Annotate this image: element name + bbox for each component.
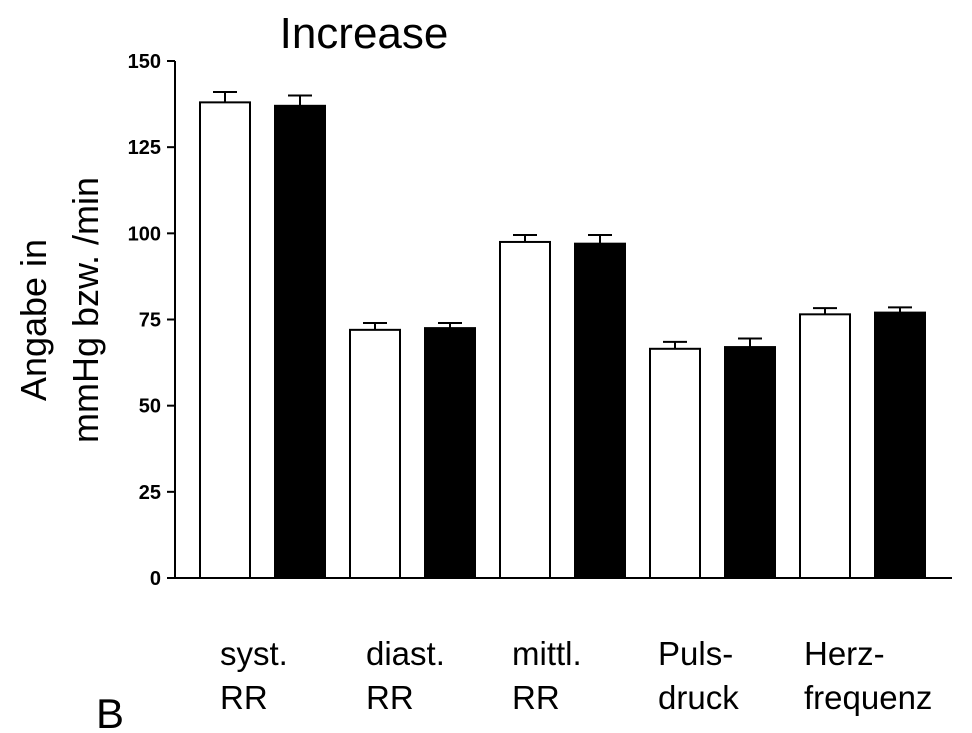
error-bars-group [213, 91, 912, 349]
bar-2-0 [499, 240, 551, 579]
category-label-1-line-1: RR [366, 679, 414, 716]
category-label-3-line-1: druck [658, 679, 739, 716]
panel-label: B [96, 690, 124, 733]
category-labels-group: syst. RR diast. RR mittl. RR Puls-druck Herz-fr… [220, 635, 932, 716]
bar-2-1 [574, 242, 626, 579]
axes-group: 0 25 50 75 100 125 150 [128, 51, 952, 590]
category-label-2-line-0: mittl. [512, 635, 582, 672]
chart-title: Increase [280, 9, 449, 58]
category-label-2-line-1: RR [512, 679, 560, 716]
bar-4-1 [874, 311, 926, 579]
bar-0-1 [274, 104, 326, 579]
y-tick-label-100: 100 [128, 223, 161, 245]
y-axis-label-line-1: Angabe in [13, 239, 54, 401]
category-label-3-line-0: Puls- [658, 635, 733, 672]
category-label-0-line-1: RR [220, 679, 268, 716]
y-tick-label-125: 125 [128, 137, 161, 159]
bar-3-0 [649, 347, 701, 579]
bars-group [199, 101, 926, 580]
y-tick-label-25: 25 [139, 482, 161, 504]
y-tick-label-150: 150 [128, 51, 161, 73]
bar-3-1 [724, 346, 776, 579]
category-label-4-line-1: frequenz [804, 679, 932, 716]
y-tick-label-75: 75 [139, 310, 161, 332]
bar-1-0 [349, 328, 401, 579]
category-label-0-line-0: syst. [220, 635, 288, 672]
y-tick-label-0: 0 [150, 568, 161, 590]
category-label-4-line-0: Herz- [804, 635, 885, 672]
bar-1-1 [424, 327, 476, 579]
y-tick-label-50: 50 [139, 396, 161, 418]
category-label-1-line-0: diast. [366, 635, 445, 672]
y-axis-label-line-2: mmHg bzw. /min [65, 177, 106, 443]
bar-4-0 [799, 313, 851, 579]
bar-0-0 [199, 101, 251, 580]
